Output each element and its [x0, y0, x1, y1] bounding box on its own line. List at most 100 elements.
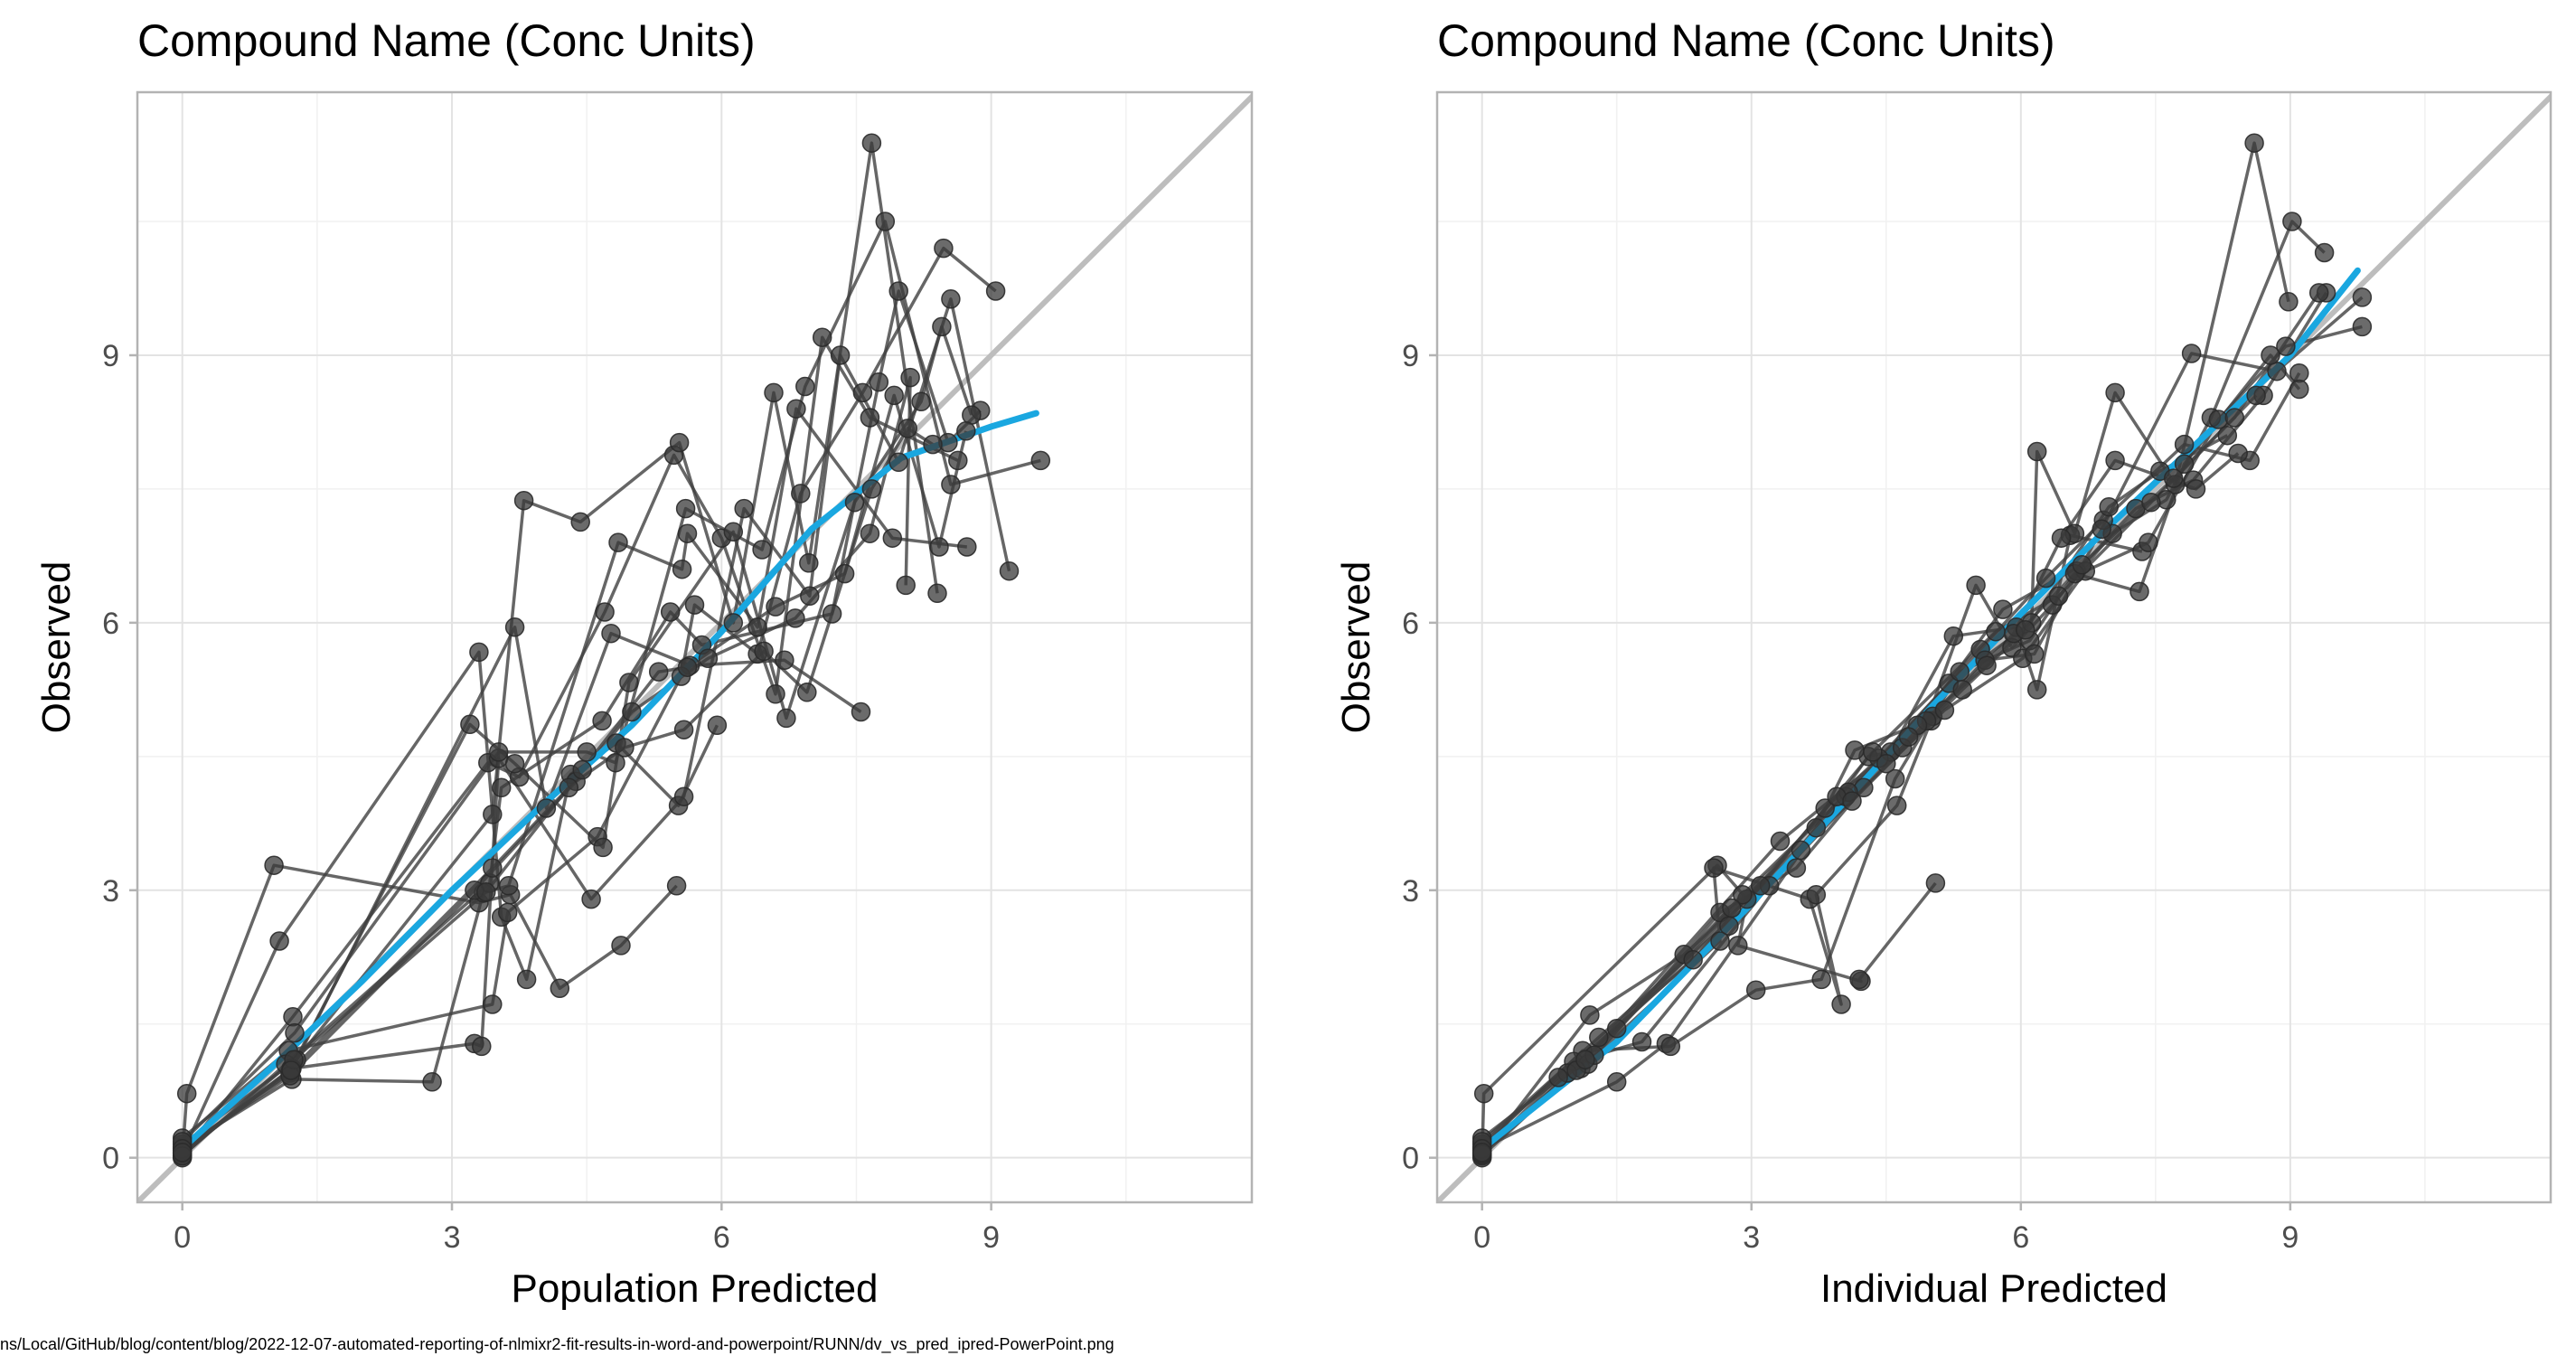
data-point — [822, 604, 842, 624]
loess-smooth-line — [183, 410, 1039, 1148]
data-point — [734, 498, 754, 519]
y-tick-label: 0 — [102, 1142, 119, 1176]
data-point — [776, 708, 796, 729]
data-point — [834, 563, 855, 584]
data-point — [2208, 410, 2229, 429]
subject-line-1 — [180, 863, 678, 1158]
subject-line-8 — [181, 246, 997, 1140]
data-point — [896, 575, 916, 596]
data-point — [611, 936, 631, 956]
x-axis-title: Population Predicted — [511, 1267, 878, 1311]
data-point — [869, 372, 889, 392]
data-point — [677, 523, 698, 543]
x-tick-label: 9 — [2281, 1220, 2299, 1255]
data-point — [595, 602, 615, 622]
subject-line-10 — [181, 289, 982, 1158]
y-tick-label: 0 — [1402, 1142, 1419, 1176]
data-point — [677, 657, 698, 677]
data-point — [812, 327, 832, 347]
data-point — [698, 648, 719, 669]
data-point — [1806, 884, 1827, 905]
data-point — [1966, 575, 1986, 596]
data-point — [1575, 1050, 1595, 1069]
data-point — [2174, 434, 2195, 455]
x-tick-label: 0 — [1473, 1220, 1490, 1255]
data-point — [1993, 599, 2013, 619]
data-point — [498, 876, 519, 896]
data-point — [472, 1036, 492, 1057]
data-point — [888, 452, 908, 473]
data-point — [1580, 1005, 1600, 1025]
data-point — [2352, 316, 2373, 337]
data-point — [1943, 626, 1964, 646]
data-point — [999, 560, 1020, 581]
data-point — [948, 450, 968, 471]
data-point — [2289, 379, 2309, 400]
data-point — [797, 683, 817, 702]
data-point — [283, 1007, 303, 1027]
data-point — [2217, 425, 2238, 446]
data-point — [264, 855, 284, 875]
data-point — [2282, 212, 2302, 231]
data-point — [2024, 644, 2045, 664]
data-point — [1030, 450, 1051, 471]
data-point — [785, 608, 805, 628]
data-point — [581, 889, 601, 909]
data-point — [2308, 283, 2329, 303]
data-point — [830, 345, 851, 365]
data-point — [1934, 700, 1955, 720]
data-point — [2289, 363, 2309, 383]
data-point — [1722, 898, 1742, 918]
data-point — [900, 367, 920, 388]
x-axis-title: Individual Predicted — [1820, 1267, 2167, 1311]
data-point — [2092, 519, 2111, 540]
data-point — [622, 702, 642, 722]
data-point — [1863, 742, 1883, 762]
chart-panel-1: 0 3 6 9 0 3 6 9 Compound Name (Conc Units) Popula… — [34, 15, 1254, 1311]
data-point — [592, 711, 612, 731]
data-point — [513, 490, 534, 511]
data-point — [2186, 479, 2206, 499]
data-point — [269, 931, 289, 951]
data-point — [791, 484, 811, 504]
data-point — [483, 805, 503, 824]
data-point — [985, 281, 1006, 301]
data-point — [675, 498, 696, 519]
subject-line-5 — [181, 407, 968, 1149]
data-point — [608, 532, 628, 552]
data-point — [2035, 568, 2056, 589]
data-point — [2314, 242, 2335, 263]
data-point — [2224, 408, 2245, 428]
chart-panel-2: 0 3 6 9 0 3 6 9 Compound Name (Conc Units) Indivi… — [1334, 15, 2552, 1311]
y-tick-label: 3 — [1402, 874, 1419, 909]
data-point — [593, 837, 613, 858]
data-point — [941, 475, 961, 494]
data-point — [550, 978, 570, 999]
data-point — [1977, 655, 1997, 675]
x-tick-label: 6 — [2012, 1220, 2029, 1255]
data-point — [669, 432, 690, 453]
data-point — [1791, 840, 1811, 861]
data-point — [1606, 1072, 1627, 1092]
data-point — [570, 512, 590, 532]
data-point — [934, 238, 954, 259]
y-tick-label: 3 — [102, 874, 119, 909]
data-point — [1876, 753, 1896, 774]
data-point — [707, 715, 728, 736]
data-point — [1845, 740, 1865, 760]
subject-line-11 — [181, 325, 973, 1155]
data-point — [1548, 1068, 1568, 1088]
data-point — [1589, 1027, 1609, 1048]
data-point — [1728, 936, 1748, 956]
data-point — [2026, 441, 2047, 462]
data-point — [786, 399, 806, 419]
data-point — [460, 714, 480, 735]
data-point — [606, 752, 625, 773]
data-point — [2244, 133, 2264, 153]
data-point — [898, 419, 917, 438]
data-point — [852, 382, 873, 403]
data-point — [957, 537, 977, 557]
data-point — [660, 602, 681, 622]
data-point — [2129, 581, 2149, 602]
